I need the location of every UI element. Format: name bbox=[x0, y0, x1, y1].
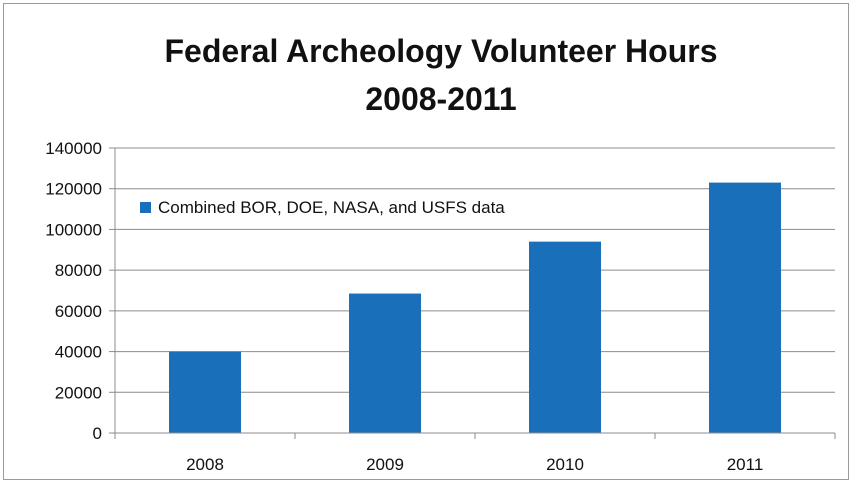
y-axis-tick-labels: 0 20000 40000 60000 80000 100000 120000 140000 bbox=[45, 139, 102, 443]
bar-2010 bbox=[529, 241, 601, 433]
y-tick-label-80000: 80000 bbox=[55, 261, 102, 280]
chart-title-line-1: Federal Archeology Volunteer Hours bbox=[165, 33, 718, 69]
y-tick-label-140000: 140000 bbox=[45, 139, 102, 158]
y-tick-label-60000: 60000 bbox=[55, 302, 102, 321]
x-axis bbox=[114, 432, 836, 439]
bar-2009 bbox=[349, 293, 421, 433]
chart-frame bbox=[3, 3, 849, 480]
bar-2008 bbox=[169, 351, 241, 433]
bars bbox=[169, 182, 781, 433]
x-tick-label-2010: 2010 bbox=[546, 455, 584, 474]
legend: Combined BOR, DOE, NASA, and USFS data bbox=[140, 198, 505, 217]
y-tick-label-100000: 100000 bbox=[45, 220, 102, 239]
x-tick-label-2008: 2008 bbox=[186, 455, 224, 474]
bar-2011 bbox=[709, 182, 781, 433]
legend-swatch bbox=[140, 202, 151, 213]
x-tick-label-2009: 2009 bbox=[366, 455, 404, 474]
x-axis-tick-labels: 2008 2009 2010 2011 bbox=[186, 455, 763, 474]
chart-title-line-2: 2008-2011 bbox=[365, 81, 516, 117]
y-tick-label-40000: 40000 bbox=[55, 343, 102, 362]
x-tick-label-2011: 2011 bbox=[727, 455, 764, 474]
y-tick-label-20000: 20000 bbox=[55, 383, 102, 402]
legend-label: Combined BOR, DOE, NASA, and USFS data bbox=[158, 198, 505, 217]
y-tick-label-0: 0 bbox=[93, 424, 102, 443]
y-tick-label-120000: 120000 bbox=[45, 180, 102, 199]
